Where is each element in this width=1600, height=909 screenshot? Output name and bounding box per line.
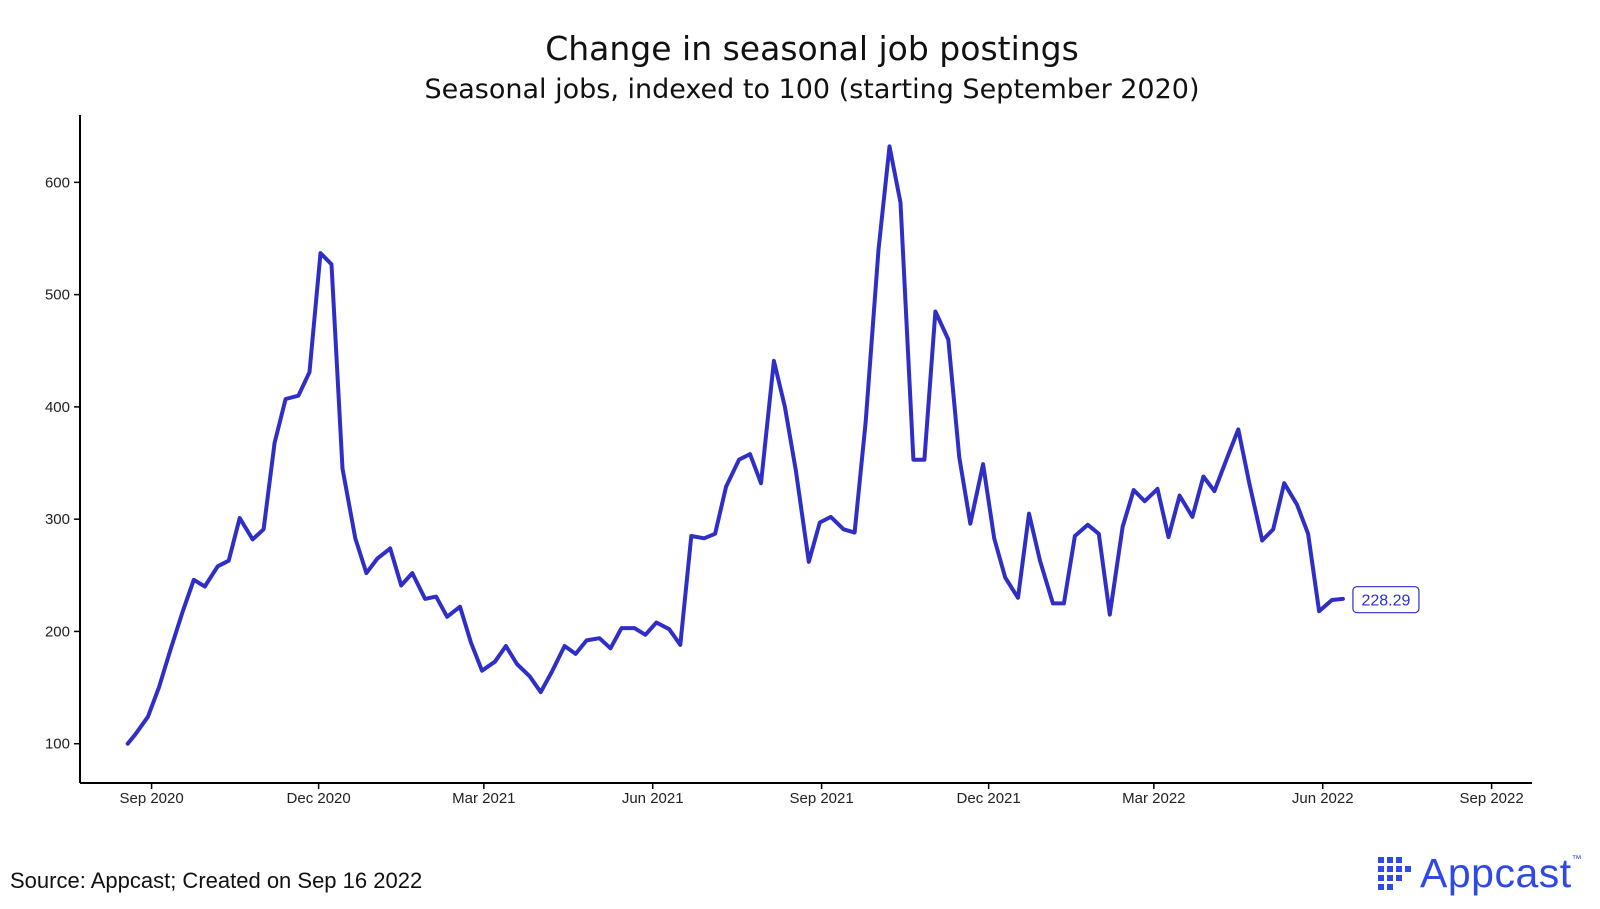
value-label-box	[1352, 586, 1420, 614]
plot-area: 100 200 300 400 500 600 Sep 2020 Dec 2020 Mar 20…	[45, 115, 1532, 807]
brand-trademark: ™	[1571, 854, 1582, 865]
brand-logo: Appcast ™	[1378, 850, 1582, 897]
x-tick-label: Mar 2022	[1122, 790, 1185, 807]
appcast-logo-icon	[1378, 856, 1411, 890]
chart-subtitle: Seasonal jobs, indexed to 100 (starting …	[424, 74, 1199, 105]
y-tick-label: 200	[45, 623, 70, 640]
x-tick-label: Jun 2021	[622, 790, 684, 807]
y-tick-label: 100	[45, 736, 70, 753]
x-tick-label: Mar 2021	[452, 790, 515, 807]
x-tick-label: Sep 2021	[789, 790, 853, 807]
series-line	[125, 144, 1345, 746]
source-caption: Source: Appcast; Created on Sep 16 2022	[10, 868, 423, 893]
value-label: 228.29	[1361, 593, 1410, 610]
y-tick-label: 300	[45, 511, 70, 528]
y-tick-label: 400	[45, 399, 70, 416]
y-tick-label: 500	[45, 287, 70, 304]
x-tick-label: Dec 2020	[287, 790, 351, 807]
brand-name: Appcast	[1420, 850, 1572, 896]
y-tick-label: 600	[45, 174, 70, 191]
chart-title: Change in seasonal job postings	[545, 29, 1079, 68]
x-tick-label: Sep 2020	[119, 790, 183, 807]
x-tick-label: Sep 2022	[1459, 790, 1523, 807]
x-tick-label: Jun 2022	[1292, 790, 1354, 807]
x-tick-label: Dec 2021	[957, 790, 1021, 807]
